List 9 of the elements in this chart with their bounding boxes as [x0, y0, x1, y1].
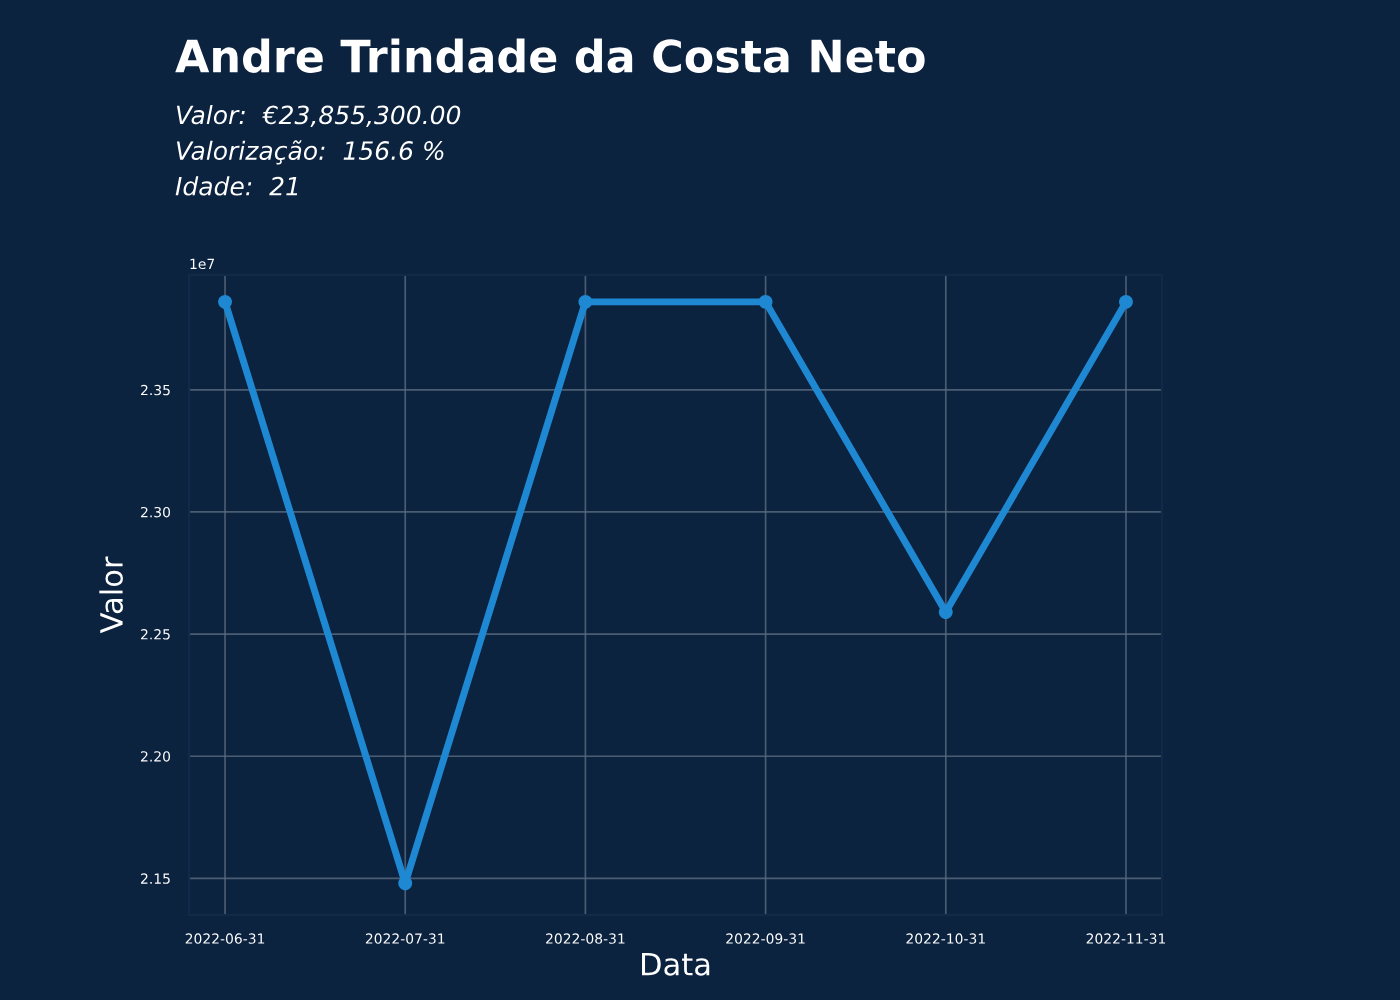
- point: [758, 294, 773, 309]
- chart-title: Andre Trindade da Costa Neto: [175, 38, 925, 73]
- chart-subtitle: Valor: €23,855,300.00 Valorização: 156.6 % Idade: 21: [175, 105, 461, 196]
- y-axis-title: Valor: [99, 556, 123, 634]
- x-axis-title: Data: [642, 952, 710, 976]
- point: [1119, 294, 1133, 309]
- point: [218, 294, 232, 309]
- point: [398, 876, 413, 891]
- point: [578, 294, 593, 309]
